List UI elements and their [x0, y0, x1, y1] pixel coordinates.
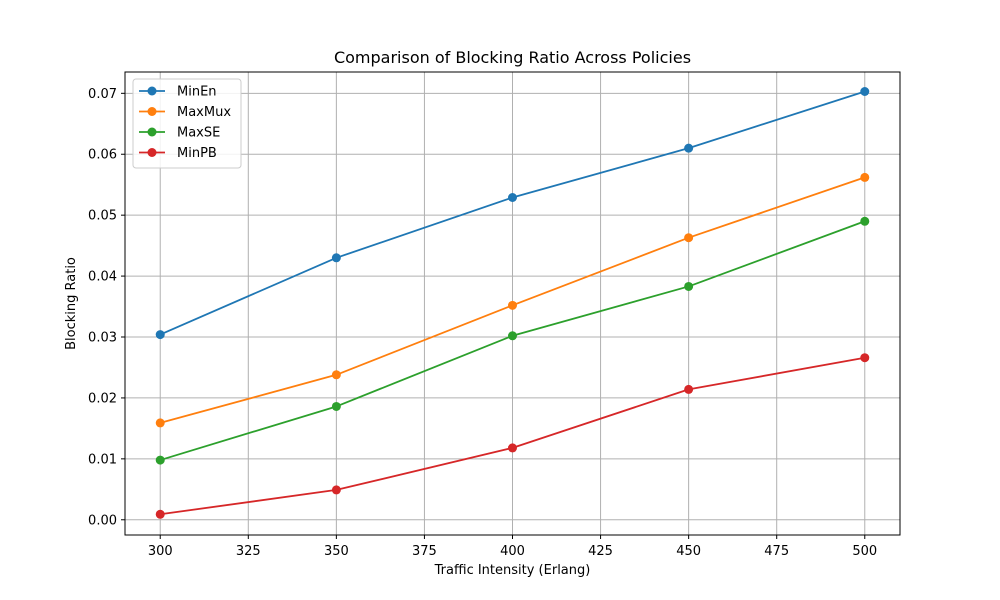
y-tick-label: 0.01 [88, 452, 117, 467]
data-point [860, 216, 870, 226]
x-tick-label: 400 [500, 544, 525, 559]
data-point [684, 143, 694, 153]
x-tick-label: 350 [324, 544, 349, 559]
data-point [684, 384, 694, 394]
y-tick-label: 0.04 [88, 270, 117, 285]
y-tick-label: 0.00 [88, 513, 117, 528]
data-point [508, 331, 517, 341]
legend-item: MaxMux [139, 105, 231, 120]
data-point [684, 281, 694, 291]
data-point [860, 86, 870, 96]
data-point [155, 418, 165, 428]
legend-item: MaxSE [139, 126, 220, 141]
x-tick-label: 500 [852, 544, 877, 559]
y-tick-label: 0.02 [88, 391, 117, 406]
x-tick-label: 325 [236, 544, 261, 559]
x-tick-label: 475 [764, 544, 789, 559]
legend-label: MinEn [177, 85, 217, 100]
y-axis-title: Blocking Ratio [64, 257, 79, 350]
y-tick-label: 0.05 [88, 209, 117, 224]
data-point [155, 455, 165, 465]
data-point [684, 233, 694, 243]
legend: MinEn MaxMux MaxSE MinPB [132, 78, 242, 169]
y-tick-label: 0.07 [88, 87, 117, 102]
x-tick-label: 450 [676, 544, 701, 559]
legend-label: MinPB [177, 146, 217, 161]
chart-title: Comparison of Blocking Ratio Across Poli… [334, 48, 691, 67]
x-tick-label: 375 [412, 544, 437, 559]
data-point [860, 353, 870, 363]
legend-swatch-marker [147, 148, 157, 157]
series-maxmux [155, 172, 870, 428]
data-point [155, 509, 165, 519]
legend-label: MaxMux [177, 105, 231, 120]
data-point [508, 300, 517, 310]
series-layer [155, 86, 870, 519]
legend-swatch-marker [147, 107, 157, 116]
data-point [331, 401, 341, 411]
legend-label: MaxSE [177, 126, 220, 141]
data-point [331, 485, 341, 495]
legend-item: MinPB [139, 146, 217, 161]
x-tick-label: 425 [588, 544, 613, 559]
series-maxse [155, 216, 870, 465]
y-tick-label: 0.06 [88, 148, 117, 163]
series-minpb [155, 353, 870, 519]
data-point [331, 370, 341, 380]
data-point [508, 192, 517, 202]
data-point [331, 253, 341, 263]
x-tick-label: 300 [148, 544, 173, 559]
data-point [860, 172, 870, 182]
legend-box [132, 78, 242, 169]
y-tick-label: 0.03 [88, 331, 117, 346]
series-minen [155, 86, 870, 340]
legend-swatch-marker [147, 86, 157, 96]
legend-swatch-marker [147, 127, 157, 137]
data-point [155, 330, 165, 340]
ticks: 300 325 350 375 400 425 450 475 500 0.00 0.01 0.02 0… [88, 87, 877, 559]
legend-item: MinEn [139, 85, 217, 100]
data-point [508, 443, 517, 453]
x-axis-title: Traffic Intensity (Erlang) [434, 563, 591, 578]
